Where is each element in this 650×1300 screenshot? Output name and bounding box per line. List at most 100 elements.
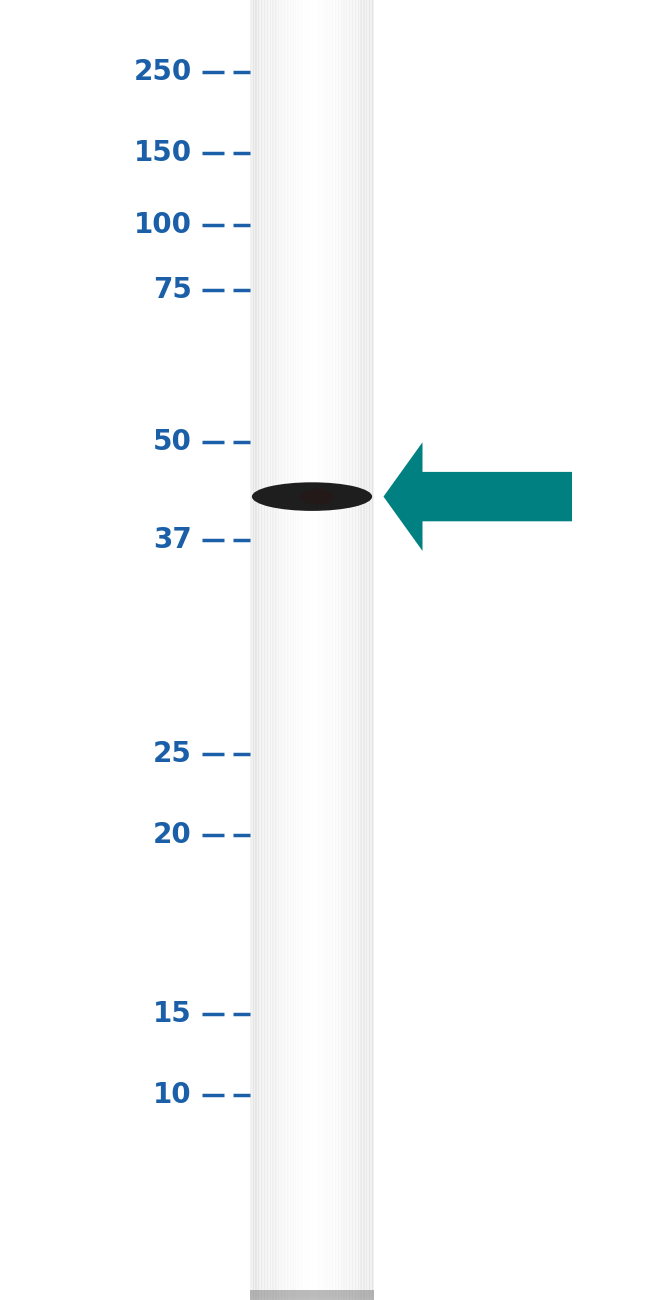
Bar: [355, 0, 358, 1300]
Bar: [250, 1294, 374, 1299]
Bar: [250, 1292, 374, 1297]
Bar: [250, 1292, 374, 1299]
Bar: [250, 1294, 374, 1299]
Bar: [250, 1294, 374, 1300]
Bar: [269, 0, 271, 1300]
Bar: [250, 1292, 374, 1299]
Bar: [250, 1294, 374, 1299]
Bar: [250, 1294, 374, 1299]
Bar: [250, 1294, 374, 1299]
Bar: [250, 1294, 374, 1299]
Bar: [250, 1294, 374, 1300]
Bar: [250, 1291, 374, 1296]
Bar: [250, 1292, 374, 1299]
Bar: [311, 0, 313, 1300]
Bar: [250, 1294, 374, 1300]
Bar: [250, 1292, 374, 1297]
Bar: [301, 0, 304, 1300]
Bar: [349, 0, 351, 1300]
Bar: [358, 0, 361, 1300]
Bar: [250, 1291, 374, 1296]
Bar: [250, 1294, 374, 1300]
Bar: [250, 1291, 374, 1296]
Bar: [250, 1292, 374, 1297]
Bar: [250, 1291, 374, 1296]
Bar: [250, 1294, 374, 1299]
Bar: [250, 1292, 374, 1297]
Bar: [250, 1292, 374, 1297]
Bar: [250, 1292, 374, 1297]
Bar: [360, 0, 362, 1300]
Bar: [341, 0, 343, 1300]
Bar: [250, 1294, 374, 1300]
Bar: [250, 1291, 374, 1297]
Bar: [250, 1291, 374, 1296]
Bar: [294, 0, 296, 1300]
Bar: [250, 1294, 374, 1300]
Bar: [250, 1291, 374, 1297]
Bar: [250, 1294, 374, 1300]
Bar: [250, 1291, 374, 1297]
Bar: [250, 1291, 374, 1297]
Bar: [323, 0, 325, 1300]
Bar: [250, 1292, 374, 1297]
Bar: [250, 1291, 374, 1296]
Bar: [250, 1291, 374, 1297]
Bar: [250, 1294, 374, 1300]
Bar: [250, 1291, 374, 1296]
Bar: [267, 0, 270, 1300]
Bar: [250, 1291, 374, 1296]
Bar: [250, 1292, 374, 1297]
Bar: [250, 1294, 374, 1299]
Text: 75: 75: [153, 276, 192, 304]
Bar: [332, 0, 334, 1300]
Bar: [250, 1291, 374, 1296]
Bar: [250, 1294, 374, 1299]
Bar: [361, 0, 363, 1300]
Bar: [250, 1292, 374, 1297]
Bar: [250, 1292, 374, 1297]
Bar: [250, 1291, 374, 1296]
Bar: [250, 1291, 374, 1296]
Bar: [250, 1294, 374, 1299]
Bar: [250, 1291, 374, 1296]
Bar: [250, 1291, 374, 1297]
Text: 10: 10: [153, 1080, 192, 1109]
Bar: [250, 1292, 374, 1299]
Bar: [250, 1290, 374, 1296]
Bar: [367, 0, 370, 1300]
Bar: [250, 1292, 374, 1297]
Bar: [250, 1291, 374, 1296]
Bar: [250, 1291, 374, 1296]
Bar: [250, 1292, 374, 1299]
Bar: [250, 1294, 374, 1300]
Bar: [250, 1294, 374, 1299]
Bar: [250, 1294, 374, 1299]
Bar: [250, 1292, 374, 1297]
Bar: [286, 0, 288, 1300]
Bar: [250, 1294, 374, 1299]
Bar: [250, 1292, 374, 1299]
Bar: [343, 0, 345, 1300]
Text: 15: 15: [153, 1000, 192, 1028]
Bar: [250, 1294, 374, 1299]
Bar: [250, 1294, 374, 1300]
Bar: [250, 1290, 374, 1296]
Bar: [250, 1291, 374, 1296]
Bar: [250, 1291, 374, 1296]
Bar: [250, 1295, 374, 1300]
Bar: [250, 1294, 374, 1299]
Bar: [250, 1292, 374, 1297]
Bar: [250, 1291, 374, 1297]
Bar: [365, 0, 367, 1300]
Bar: [250, 1294, 374, 1300]
Bar: [250, 1292, 374, 1297]
Bar: [250, 1294, 374, 1300]
Bar: [309, 0, 311, 1300]
Bar: [250, 1291, 374, 1296]
Bar: [250, 1294, 374, 1299]
Bar: [250, 1292, 374, 1297]
Bar: [250, 1291, 374, 1296]
Bar: [250, 1291, 374, 1296]
Bar: [329, 0, 331, 1300]
